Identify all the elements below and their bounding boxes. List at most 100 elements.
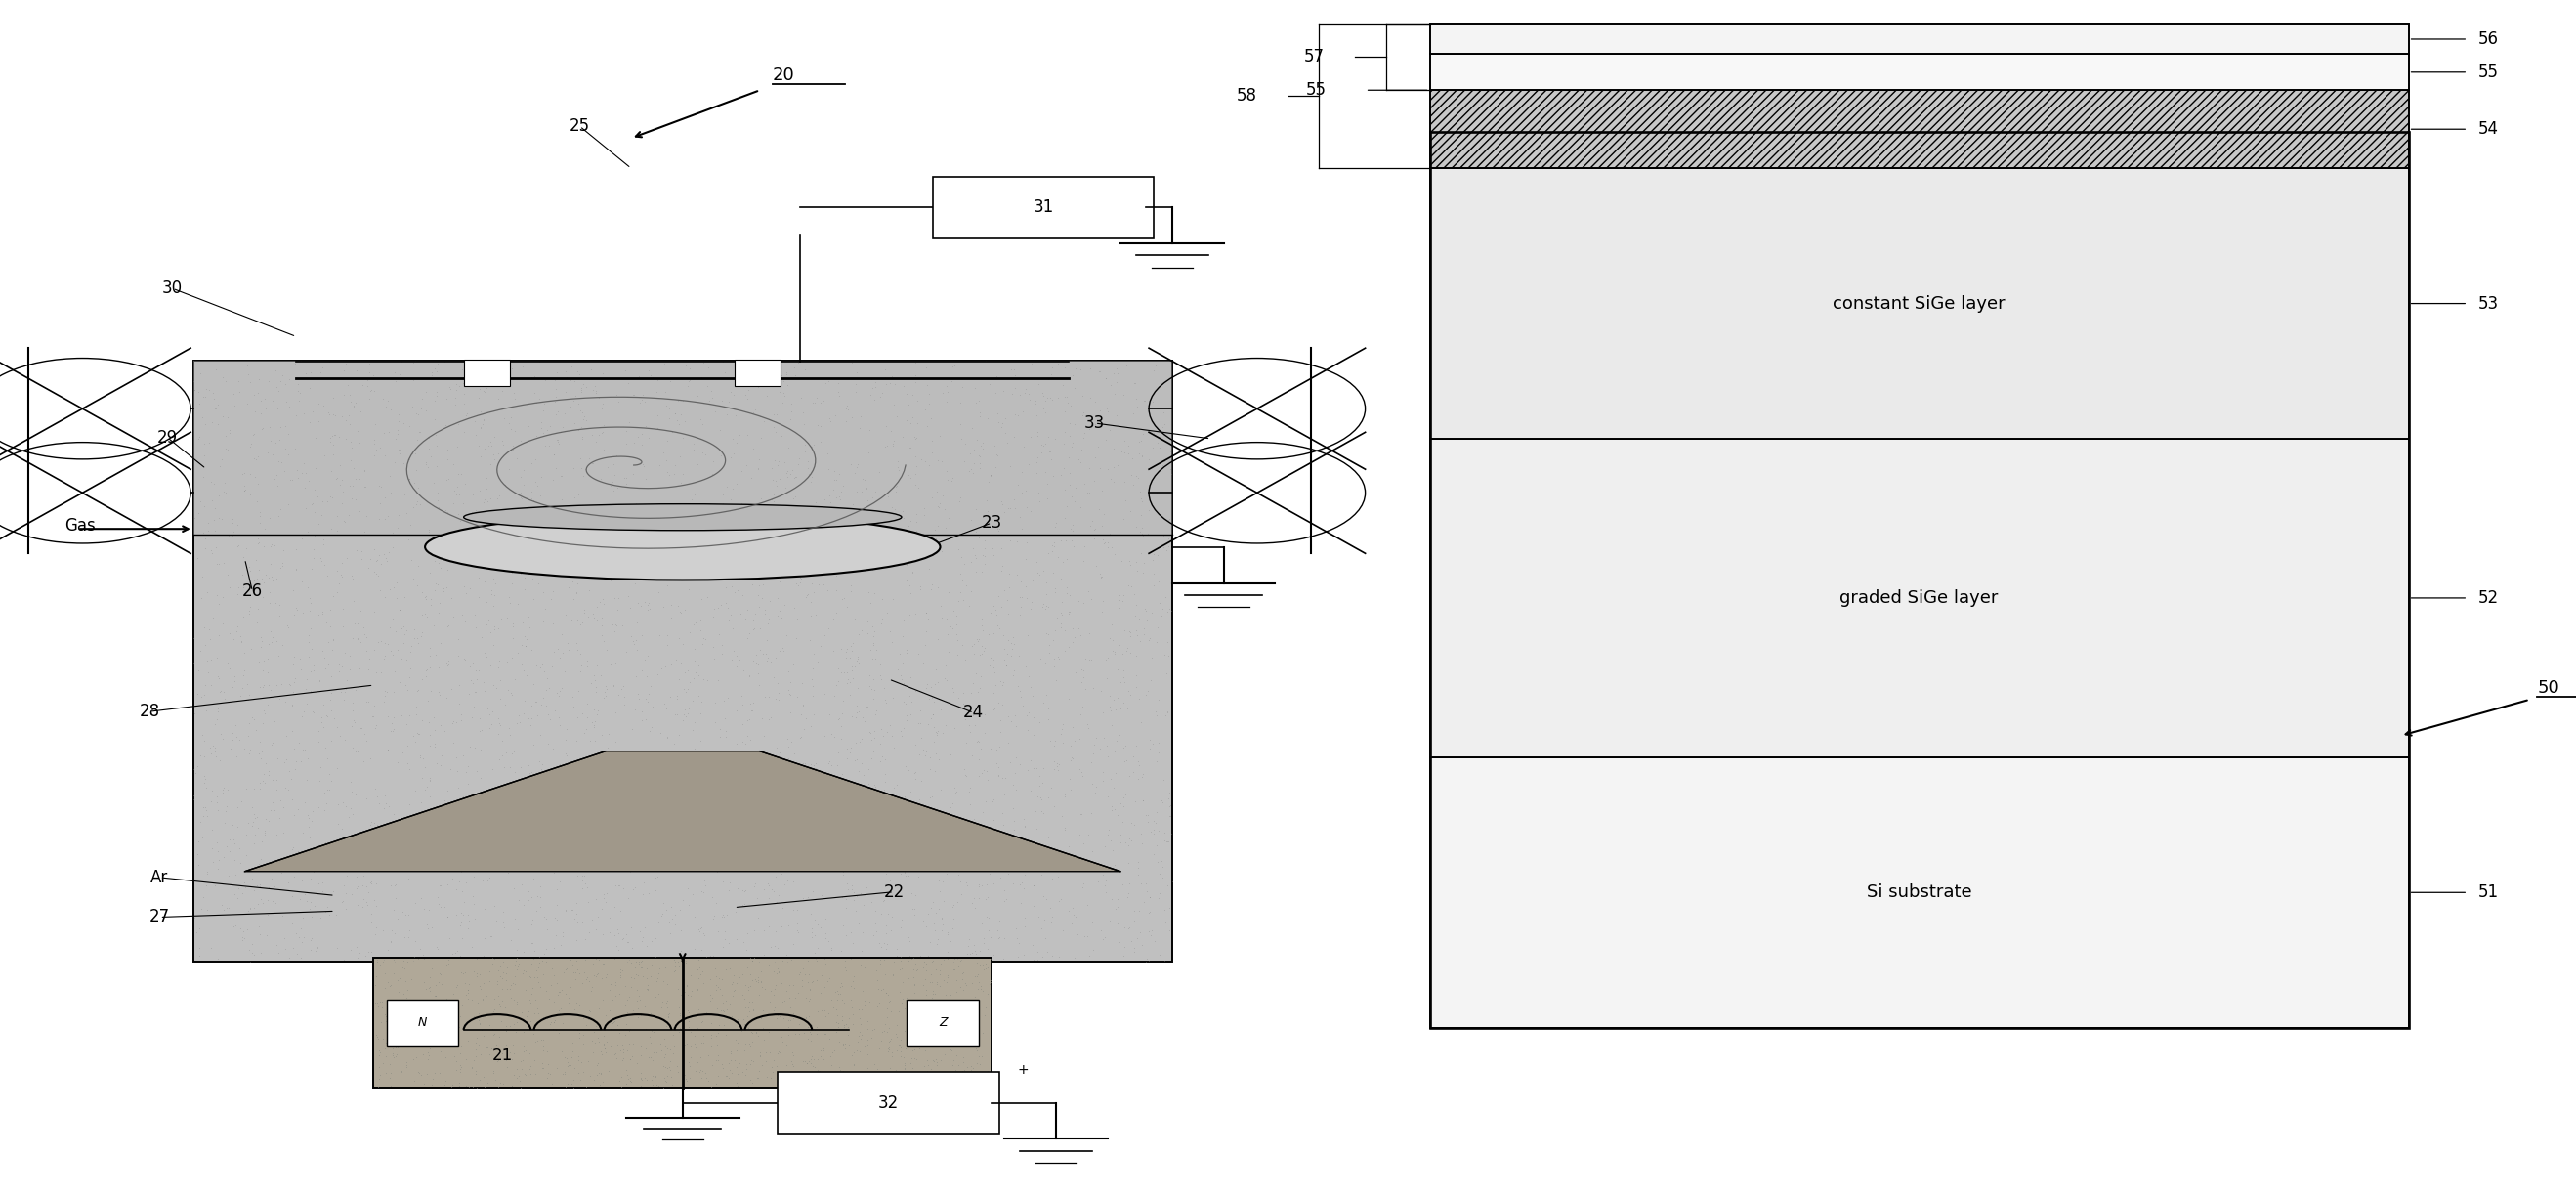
Point (773, 552, 814, 571)
Point (206, 797, 247, 816)
Point (871, 921, 912, 940)
Point (1020, 790, 1061, 809)
Point (953, 454, 994, 474)
Point (518, 972, 559, 992)
Point (425, 655, 466, 674)
Point (811, 725, 853, 744)
Point (265, 374, 307, 393)
Text: 21: 21 (492, 1047, 513, 1064)
Point (363, 424, 404, 444)
Point (178, 549, 219, 569)
Point (835, 535, 876, 554)
Point (1115, 736, 1157, 755)
Point (590, 795, 631, 814)
Point (312, 488, 353, 507)
Point (657, 410, 698, 429)
Point (183, 732, 224, 751)
Point (376, 888, 417, 908)
Point (873, 778, 914, 797)
Point (232, 784, 273, 803)
Point (319, 683, 361, 702)
Point (842, 958, 884, 977)
Point (868, 1023, 909, 1042)
Point (817, 1065, 858, 1084)
Point (945, 1014, 987, 1034)
Point (757, 589, 799, 608)
Point (482, 746, 523, 766)
Point (703, 906, 744, 926)
Point (451, 670, 492, 689)
Point (858, 1037, 899, 1057)
Point (224, 480, 265, 499)
Point (1121, 543, 1162, 563)
Point (711, 489, 752, 508)
Point (963, 706, 1005, 725)
Point (611, 776, 652, 796)
Point (484, 538, 526, 558)
Point (183, 807, 224, 826)
Point (590, 1001, 631, 1020)
Point (884, 998, 925, 1017)
Point (502, 704, 544, 724)
Point (765, 982, 806, 1001)
Point (719, 1016, 760, 1035)
Point (626, 600, 667, 619)
Point (1059, 498, 1100, 517)
Point (739, 530, 781, 549)
Point (927, 942, 969, 962)
Point (417, 655, 459, 674)
Point (659, 629, 701, 648)
Point (567, 778, 608, 797)
Point (809, 1004, 850, 1023)
Point (325, 855, 366, 874)
Point (855, 914, 896, 933)
Point (1136, 751, 1177, 770)
Point (927, 1071, 969, 1090)
Point (309, 487, 350, 506)
Point (1079, 565, 1121, 584)
Point (835, 463, 876, 482)
Point (1082, 703, 1123, 722)
Point (448, 684, 489, 703)
Point (927, 382, 969, 401)
Point (572, 359, 613, 379)
Point (894, 734, 935, 754)
Point (258, 399, 299, 418)
Point (296, 591, 337, 611)
Point (381, 951, 422, 970)
Point (987, 839, 1028, 858)
Point (917, 1053, 958, 1072)
Point (693, 832, 734, 851)
Point (477, 1035, 518, 1054)
Point (618, 986, 659, 1005)
Point (291, 906, 332, 926)
Point (304, 833, 345, 852)
Point (783, 1078, 824, 1097)
Text: 56: 56 (2478, 30, 2499, 48)
Point (793, 791, 835, 810)
Point (786, 536, 827, 555)
Point (417, 940, 459, 959)
Point (647, 727, 688, 746)
Point (703, 873, 744, 892)
FancyBboxPatch shape (933, 177, 1154, 238)
Point (987, 864, 1028, 883)
Point (420, 964, 461, 983)
Point (760, 602, 801, 621)
Point (876, 477, 917, 496)
Point (667, 984, 708, 1004)
Point (605, 547, 647, 566)
Point (304, 530, 345, 549)
Point (845, 641, 886, 660)
Point (1082, 770, 1123, 790)
Point (618, 547, 659, 566)
Point (526, 909, 567, 928)
Point (706, 578, 747, 597)
Point (770, 950, 811, 969)
Point (330, 476, 371, 495)
Point (732, 403, 773, 422)
Point (621, 564, 662, 583)
Point (459, 661, 500, 680)
Point (229, 597, 270, 617)
Point (1046, 393, 1087, 412)
